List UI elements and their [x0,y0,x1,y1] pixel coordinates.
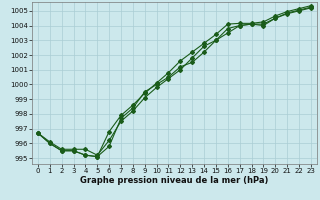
X-axis label: Graphe pression niveau de la mer (hPa): Graphe pression niveau de la mer (hPa) [80,176,268,185]
